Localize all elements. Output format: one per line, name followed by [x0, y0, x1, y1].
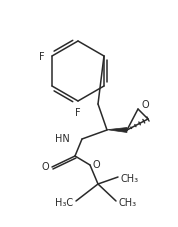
- Text: O: O: [41, 161, 49, 171]
- Text: CH₃: CH₃: [121, 173, 139, 183]
- Text: H₃C: H₃C: [55, 197, 73, 207]
- Text: O: O: [92, 159, 100, 169]
- Text: CH₃: CH₃: [119, 197, 137, 207]
- Polygon shape: [107, 128, 127, 133]
- Text: F: F: [75, 108, 81, 118]
- Text: F: F: [39, 52, 45, 62]
- Text: HN: HN: [55, 133, 70, 143]
- Text: O: O: [141, 100, 149, 109]
